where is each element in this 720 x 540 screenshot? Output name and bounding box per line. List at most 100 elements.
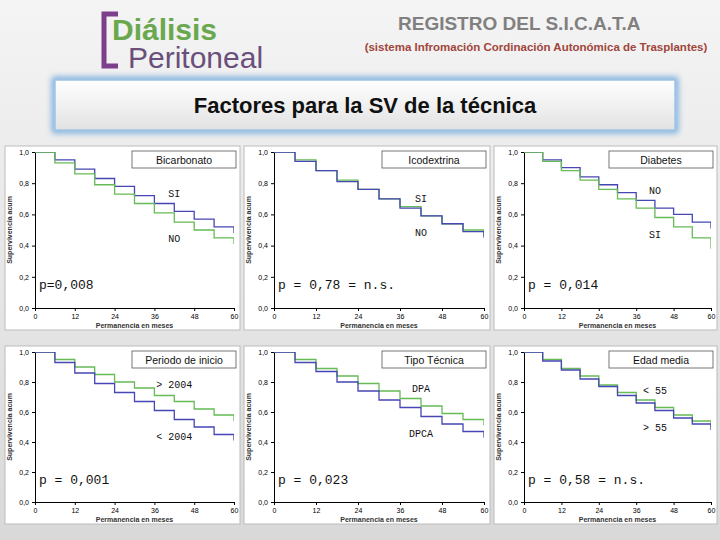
plot-area: 012243648600,00,20,40,60,81,0SINOp=0,008 xyxy=(19,149,238,320)
y-tick-mark xyxy=(521,246,524,247)
y-tick: 0,8 xyxy=(508,180,524,187)
y-tick-label: 1,0 xyxy=(508,149,518,156)
y-tick-label: 0,4 xyxy=(19,439,29,446)
x-axis: 01224364860 xyxy=(523,502,716,514)
registry-subtitle: (sistema Infromación Cordinación Autonóm… xyxy=(365,41,708,53)
header: DiálisisPeritonealREGISTRO DEL S.I.C.A.T… xyxy=(104,13,708,74)
y-axis-title: Supervivencia acum xyxy=(495,196,503,264)
y-tick: 0,4 xyxy=(19,439,35,446)
x-tick: 24 xyxy=(111,308,119,320)
y-tick-label: 0,0 xyxy=(258,305,268,312)
y-tick: 0,0 xyxy=(19,305,35,312)
y-tick-mark xyxy=(271,352,274,353)
y-tick-mark xyxy=(521,183,524,184)
series-label: NO xyxy=(415,228,427,239)
logo-line2: Peritoneal xyxy=(128,41,263,74)
x-tick-label: 48 xyxy=(670,313,678,320)
y-tick: 0,8 xyxy=(258,180,274,187)
panel-frame xyxy=(5,146,240,330)
x-tick: 48 xyxy=(670,502,678,514)
y-tick-mark xyxy=(271,246,274,247)
x-tick: 0 xyxy=(523,502,527,514)
chart-title-frame xyxy=(132,151,236,168)
x-tick-mark xyxy=(358,502,359,505)
x-axis-title: Permanencia en meses xyxy=(579,322,657,329)
x-tick-label: 48 xyxy=(439,507,447,514)
x-tick-mark xyxy=(711,502,712,505)
y-axis-title: Supervivencia acum xyxy=(6,196,14,264)
title-frame xyxy=(55,80,675,130)
x-axis-title: Permanencia en meses xyxy=(579,516,657,523)
y-axis: 0,00,20,40,60,81,0 xyxy=(258,349,274,506)
y-tick: 1,0 xyxy=(19,349,35,356)
x-tick: 36 xyxy=(151,502,159,514)
y-tick-mark xyxy=(32,352,35,353)
y-tick-mark xyxy=(521,412,524,413)
y-axis-line xyxy=(32,153,36,309)
y-tick-mark xyxy=(32,382,35,383)
series-label: SI xyxy=(649,230,661,241)
registry: REGISTRO DEL S.I.C.A.T.A xyxy=(398,13,641,34)
y-tick: 0,4 xyxy=(258,439,274,446)
x-tick-mark xyxy=(400,502,401,505)
x-tick-mark xyxy=(194,308,195,311)
x-tick-label: 12 xyxy=(313,507,321,514)
y-tick-mark xyxy=(32,472,35,473)
y-tick-mark xyxy=(271,442,274,443)
y-tick-mark xyxy=(271,277,274,278)
x-tick-label: 60 xyxy=(231,507,239,514)
chart-title-frame xyxy=(609,151,713,168)
y-tick: 1,0 xyxy=(258,149,274,156)
y-tick-label: 0,2 xyxy=(258,469,268,476)
x-tick-label: 0 xyxy=(273,313,277,320)
y-tick-label: 0,6 xyxy=(19,211,29,218)
y-tick: 0,0 xyxy=(258,305,274,312)
chart-title-frame xyxy=(132,351,236,368)
y-tick-mark xyxy=(521,308,524,309)
panel-frame xyxy=(244,146,490,330)
y-tick-label: 0,4 xyxy=(508,242,518,249)
x-tick-label: 36 xyxy=(151,507,159,514)
y-tick-label: 1,0 xyxy=(258,349,268,356)
x-tick: 48 xyxy=(439,502,447,514)
x-tick: 60 xyxy=(481,502,489,514)
x-tick: 48 xyxy=(439,308,447,320)
series-label: DPA xyxy=(412,384,430,395)
chart-title-box: Bicarbonato xyxy=(132,151,236,168)
p-value: p = 0,58 = n.s. xyxy=(528,473,645,488)
y-axis-title: Supervivencia acum xyxy=(495,393,503,461)
x-tick-mark xyxy=(234,308,235,311)
x-tick: 24 xyxy=(595,502,603,514)
x-tick-label: 12 xyxy=(558,507,566,514)
x-tick-mark xyxy=(674,502,675,505)
x-tick-label: 12 xyxy=(71,313,79,320)
x-tick: 12 xyxy=(71,502,79,514)
x-tick: 60 xyxy=(481,308,489,320)
y-tick: 0,8 xyxy=(258,379,274,386)
y-tick-mark xyxy=(32,277,35,278)
x-tick-label: 60 xyxy=(708,313,716,320)
x-tick-mark xyxy=(599,308,600,311)
p-value: p=0,008 xyxy=(39,278,94,293)
y-tick: 1,0 xyxy=(508,149,524,156)
y-tick-label: 0,8 xyxy=(258,379,268,386)
x-tick: 60 xyxy=(708,502,716,514)
x-tick: 12 xyxy=(558,502,566,514)
y-tick: 0,2 xyxy=(19,469,35,476)
x-tick-mark xyxy=(674,308,675,311)
x-tick-mark xyxy=(75,502,76,505)
background xyxy=(0,0,720,540)
x-tick: 12 xyxy=(71,308,79,320)
x-axis: 01224364860 xyxy=(34,308,239,320)
x-tick: 36 xyxy=(633,308,641,320)
y-tick-label: 0,2 xyxy=(19,274,29,281)
y-tick-label: 0,0 xyxy=(258,499,268,506)
x-axis-title: Permanencia en meses xyxy=(96,516,174,523)
x-axis: 01224364860 xyxy=(523,308,716,320)
y-tick-label: 0,8 xyxy=(19,379,29,386)
y-tick-label: 0,8 xyxy=(508,180,518,187)
x-axis-title: Permanencia en meses xyxy=(340,322,418,329)
x-tick-label: 36 xyxy=(633,313,641,320)
chart-title-frame xyxy=(382,151,486,168)
y-tick: 0,6 xyxy=(508,211,524,218)
